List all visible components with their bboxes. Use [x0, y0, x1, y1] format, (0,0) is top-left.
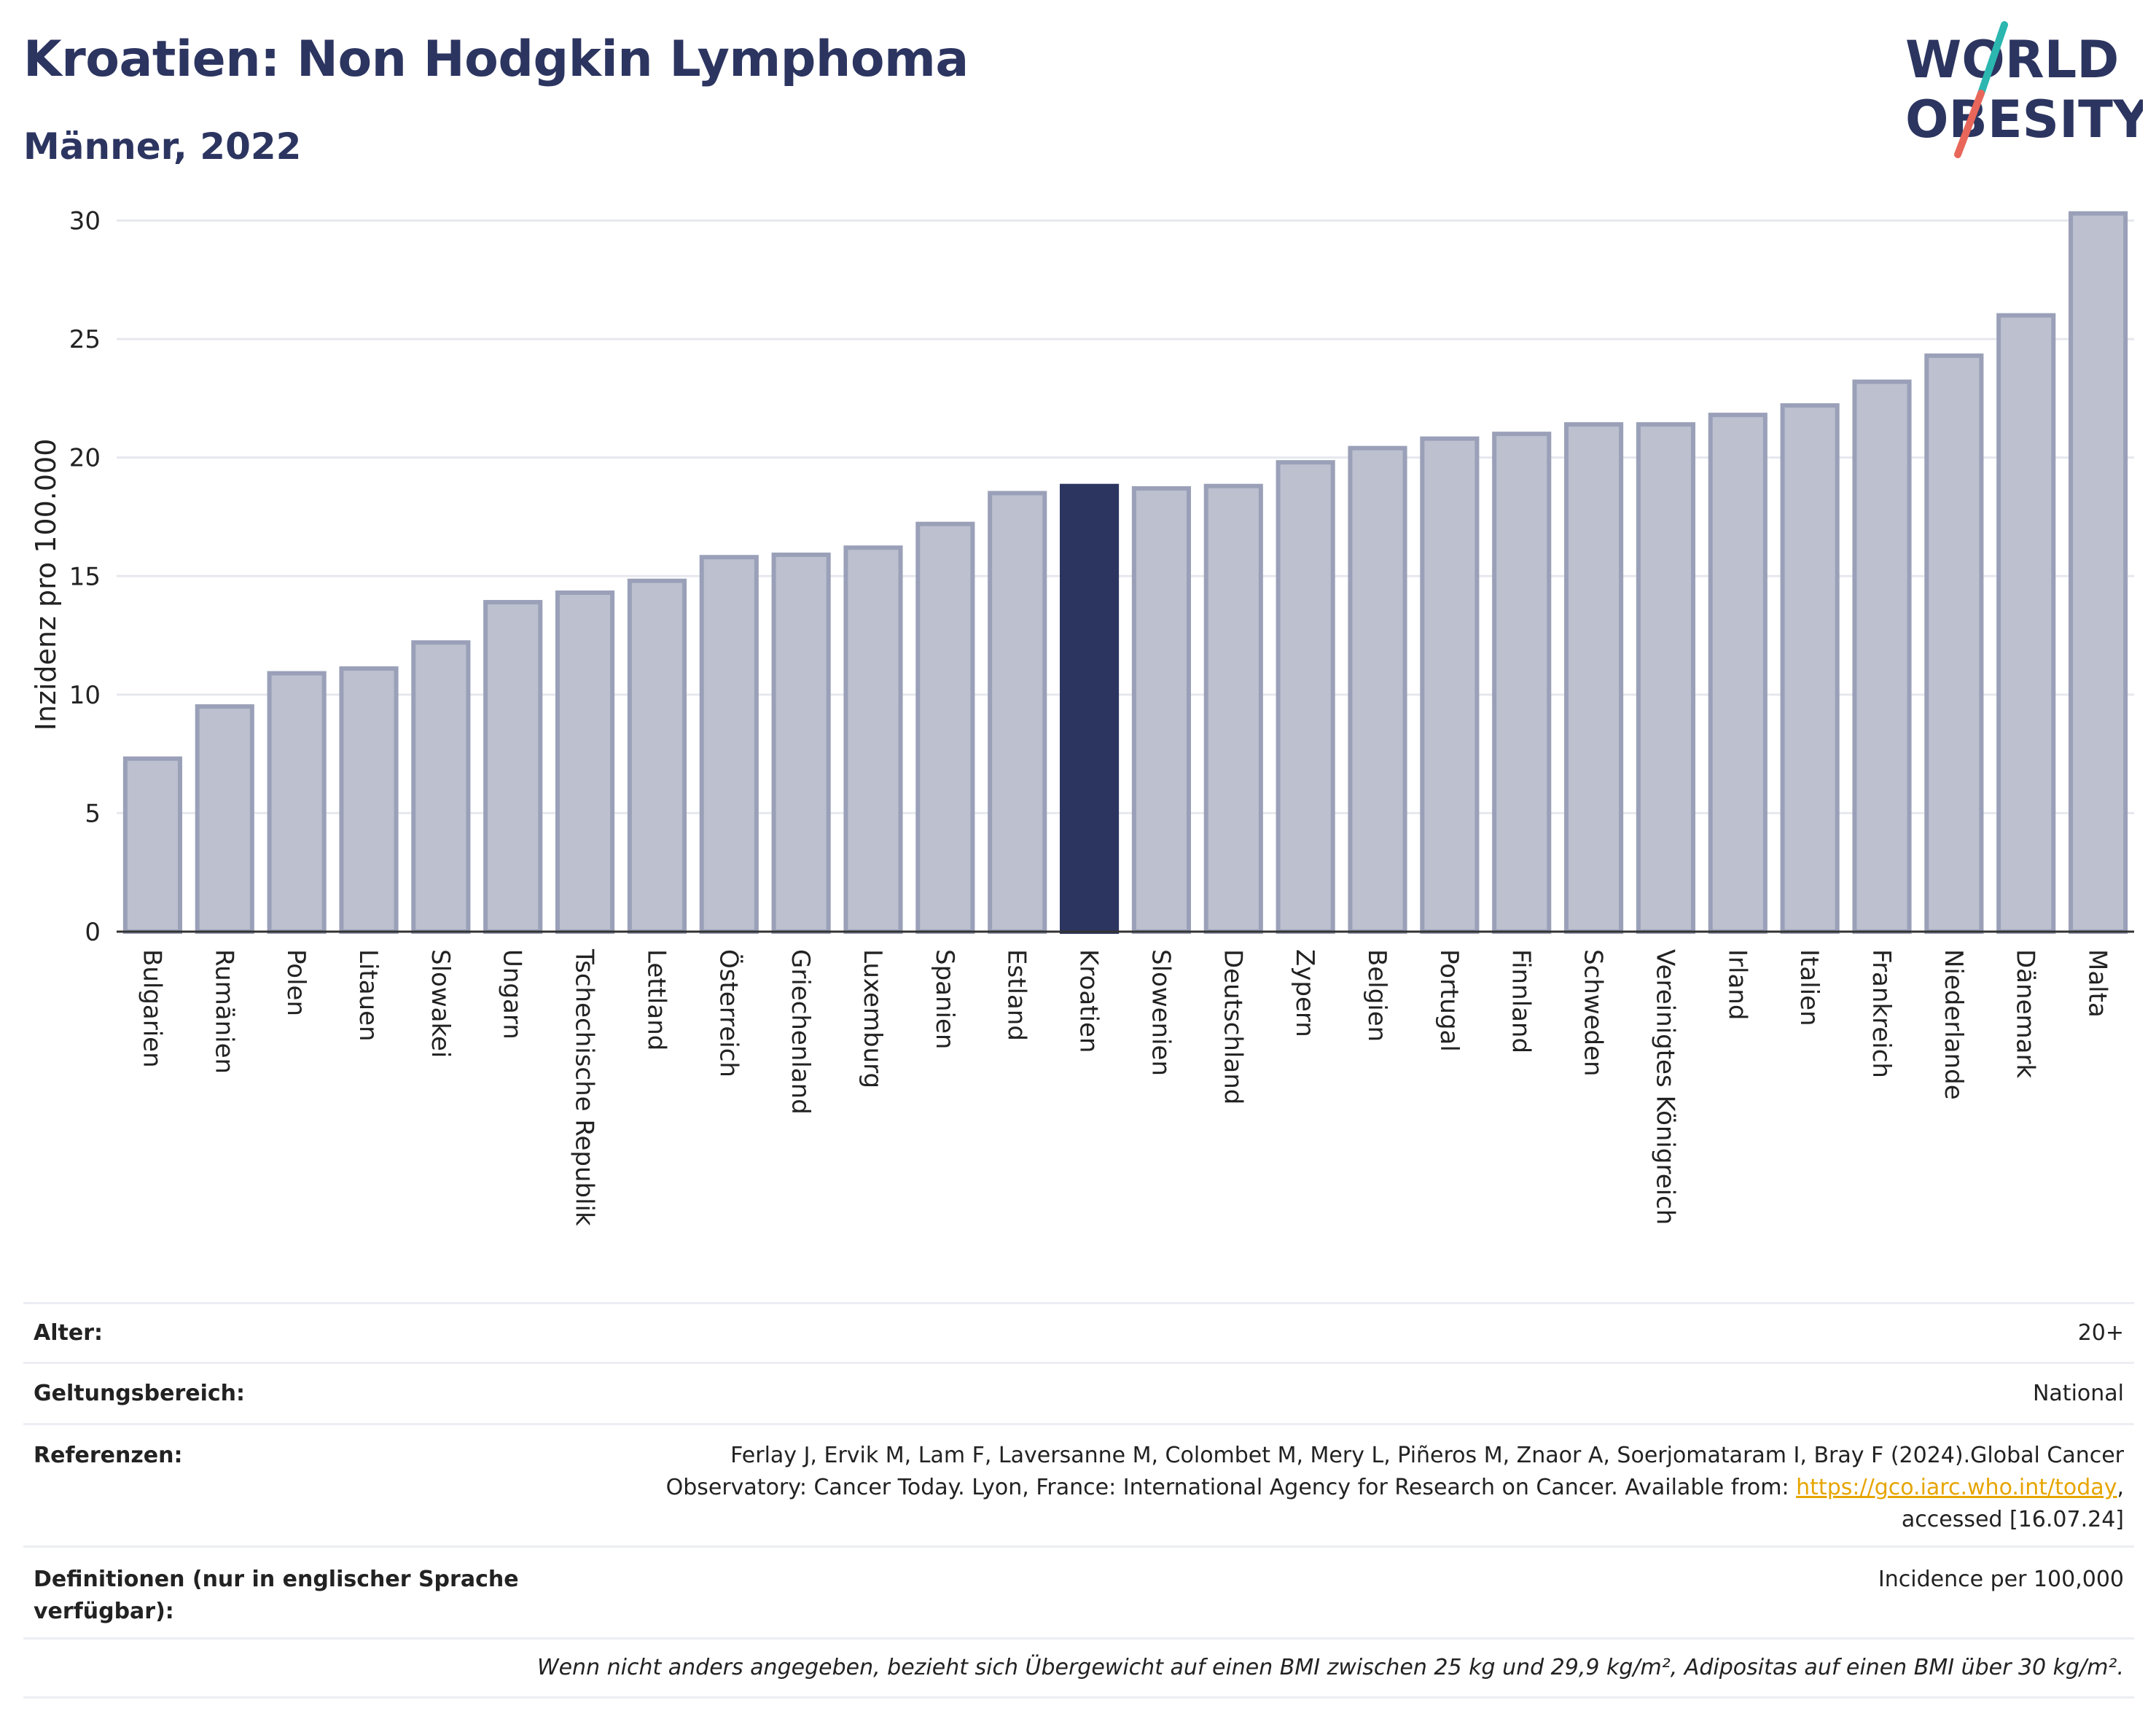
bar: [1420, 436, 1480, 934]
x-tick-label: Slowakei: [426, 949, 455, 1058]
x-tick-label: Dänemark: [2011, 949, 2040, 1078]
bar: [915, 521, 975, 934]
y-tick-label: 20: [69, 444, 101, 473]
x-tick-label: Vereinigtes Königreich: [1650, 949, 1679, 1225]
bar: [339, 666, 399, 935]
bar: [555, 590, 615, 934]
info-row-scope: Geltungsbereich: National: [23, 1362, 2134, 1423]
bar: [988, 491, 1047, 934]
x-tick-label: Rumänien: [209, 949, 238, 1074]
x-tick-label: Malta: [2083, 949, 2112, 1018]
x-tick-label: Italien: [1794, 949, 1824, 1026]
bar: [843, 545, 903, 934]
bar: [1348, 445, 1407, 934]
references-text-4: accessed [16.07.24]: [1901, 1507, 2124, 1532]
scope-label: Geltungsbereich:: [34, 1380, 246, 1406]
x-tick-label: Bulgarien: [137, 949, 166, 1068]
x-tick-label: Ungarn: [498, 949, 527, 1040]
y-tick-label: 0: [85, 918, 101, 947]
scope-value: National: [2032, 1380, 2124, 1406]
bar: [1780, 403, 1840, 934]
bar: [1276, 460, 1335, 934]
bar: [699, 555, 759, 934]
x-tick-label: Estland: [1002, 949, 1031, 1041]
info-row-definitions: Definitionen (nur in englischer Sprache …: [23, 1545, 2134, 1637]
references-text-3: ,: [2117, 1475, 2124, 1500]
bar: [267, 671, 327, 935]
logo-line2: OBESITY: [1905, 90, 2143, 149]
x-tick-label: Schweden: [1579, 949, 1608, 1077]
chart-subtitle: Männer, 2022: [23, 125, 302, 168]
x-tick-label: Tschechische Republik: [570, 948, 599, 1226]
bar: [771, 552, 831, 934]
info-row-age: Alter: 20+: [23, 1302, 2134, 1362]
bmi-note: Wenn nicht anders angegeben, bezieht sic…: [536, 1655, 2124, 1680]
info-row-references: Referenzen: Ferlay J, Ervik M, Lam F, La…: [23, 1423, 2134, 1545]
bar: [1708, 413, 1768, 934]
bar: [1131, 486, 1191, 934]
y-tick-label: 5: [85, 799, 101, 828]
bar: [195, 704, 254, 935]
bar: [1636, 422, 1695, 934]
bar: [2069, 211, 2128, 934]
references-link[interactable]: https://gco.iarc.who.int/today: [1796, 1475, 2117, 1500]
definitions-value: Incidence per 100,000: [1878, 1567, 2124, 1592]
x-tick-label: Irland: [1722, 949, 1751, 1020]
y-tick-label: 25: [69, 325, 101, 354]
x-tick-label: Niederlande: [1939, 949, 1968, 1100]
bar-highlight: [1060, 483, 1120, 934]
bar: [1492, 432, 1552, 934]
bar: [483, 600, 543, 934]
bar: [627, 578, 687, 934]
bar: [122, 756, 182, 934]
x-tick-label: Griechenland: [786, 949, 815, 1115]
bar: [1924, 353, 1984, 934]
x-tick-label: Polen: [281, 949, 310, 1016]
bar: [1203, 483, 1263, 934]
age-value: 20+: [2077, 1319, 2124, 1346]
x-tick-label: Deutschland: [1218, 949, 1247, 1104]
x-tick-label: Belgien: [1362, 949, 1391, 1042]
info-row-note: Wenn nicht anders angegeben, bezieht sic…: [23, 1637, 2134, 1699]
x-tick-label: Spanien: [930, 949, 959, 1049]
references-value: Ferlay J, Ervik M, Lam F, Laversanne M, …: [666, 1440, 2134, 1545]
logo-slash-bottom: [1954, 90, 1985, 158]
references-text-2: Observatory: Cancer Today. Lyon, France:…: [665, 1475, 1797, 1500]
bar: [1996, 313, 2056, 935]
bar: [1852, 379, 1912, 934]
references-text-1: Ferlay J, Ervik M, Lam F, Laversanne M, …: [730, 1443, 2124, 1468]
y-tick-label: 15: [69, 562, 101, 591]
y-axis-label: Inzidenz pro 100.000: [30, 439, 62, 731]
references-label: Referenzen:: [34, 1443, 183, 1468]
info-table: Alter: 20+ Geltungsbereich: National Ref…: [23, 1302, 2134, 1699]
chart-title: Kroatien: Non Hodgkin Lymphoma: [23, 31, 969, 88]
x-tick-label: Luxemburg: [858, 949, 887, 1088]
bar: [1564, 422, 1624, 934]
x-tick-label: Zypern: [1290, 949, 1319, 1037]
logo-slash-top: [1977, 21, 2008, 97]
y-tick-label: 10: [69, 681, 101, 710]
bar-chart: 0 5 10 15 20 25 30 Bulgarien Rumänien Polen Litau…: [30, 207, 2134, 1226]
logo-line1: WORLD: [1905, 30, 2119, 90]
x-tick-label: Frankreich: [1867, 949, 1896, 1078]
world-obesity-logo: WORLD OBESITY: [1905, 21, 2143, 158]
x-tick-label: Kroatien: [1074, 949, 1104, 1053]
x-tick-label: Slowenien: [1146, 949, 1175, 1076]
x-tick-label: Lettland: [641, 949, 671, 1050]
age-label: Alter:: [34, 1319, 103, 1346]
x-tick-label: Portugal: [1434, 949, 1464, 1052]
y-tick-label: 30: [69, 207, 101, 236]
bar: [411, 640, 471, 934]
definitions-label: Definitionen (nur in englischer Sprache …: [34, 1567, 519, 1624]
x-tick-label: Finnland: [1507, 949, 1536, 1053]
x-tick-label: Österreich: [714, 949, 743, 1077]
x-tick-label: Litauen: [354, 949, 383, 1042]
